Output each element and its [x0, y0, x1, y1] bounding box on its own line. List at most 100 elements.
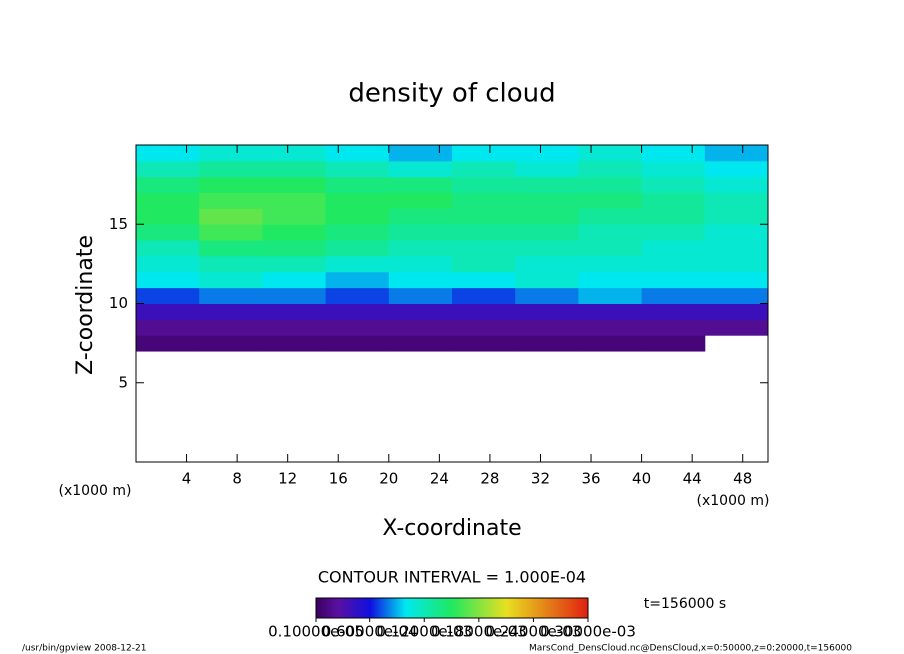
heatmap-cell — [515, 303, 579, 320]
heatmap-cell — [515, 160, 579, 178]
heatmap-cell — [641, 160, 706, 178]
colorbar-tick-label: 0.30000e-03 — [540, 623, 636, 641]
heatmap-cell — [388, 224, 453, 241]
heatmap-cell — [578, 145, 643, 162]
heatmap-cell — [452, 319, 516, 336]
y-tick-label: 15 — [109, 215, 128, 233]
heatmap-cell — [515, 255, 579, 273]
heatmap-cell — [515, 176, 579, 194]
heatmap-cell — [578, 255, 643, 273]
heatmap-cell — [641, 145, 706, 162]
heatmap-cell — [578, 303, 643, 320]
heatmap-cell — [641, 303, 706, 320]
heatmap-cell — [262, 208, 327, 225]
heatmap-cell — [136, 319, 200, 336]
heatmap-cell — [199, 287, 263, 304]
heatmap-cell — [704, 192, 769, 209]
heatmap-cell — [704, 145, 769, 162]
heatmap-cell — [262, 287, 327, 304]
heatmap-cell — [199, 224, 263, 241]
heatmap-cell — [136, 176, 200, 194]
heatmap-cell — [325, 145, 390, 162]
heatmap-cell — [641, 271, 706, 289]
heatmap-cell — [136, 335, 200, 352]
x-unit: (x1000 m) — [697, 493, 770, 509]
heatmap-cell — [641, 335, 706, 352]
heatmap-cell — [452, 271, 516, 289]
heatmap-cell — [452, 255, 516, 273]
heatmap-cell — [325, 224, 390, 241]
heatmap-cell — [388, 319, 453, 336]
heatmap-cell — [704, 255, 769, 273]
heatmap-cell — [452, 303, 516, 320]
heatmap-cell — [641, 319, 706, 336]
heatmap-cell — [578, 192, 643, 209]
x-tick-label: 32 — [531, 470, 550, 488]
heatmap-cell — [136, 240, 200, 257]
heatmap-cell — [704, 303, 769, 320]
heatmap-cell — [325, 271, 390, 289]
heatmap-cell — [578, 176, 643, 194]
heatmap-cell — [641, 224, 706, 241]
heatmap-cell — [262, 319, 327, 336]
heatmap-cell — [325, 160, 390, 178]
heatmap-cell — [325, 192, 390, 209]
heatmap-cell — [325, 303, 390, 320]
heatmap-cell — [199, 271, 263, 289]
heatmap-cell — [388, 208, 453, 225]
heatmap-cell — [199, 240, 263, 257]
heatmap-cell — [578, 224, 643, 241]
chart-title: density of cloud — [348, 79, 555, 109]
heatmap-cell — [199, 208, 263, 225]
heatmap-cell — [199, 335, 263, 352]
y-tick-label: 5 — [118, 373, 128, 391]
heatmap-cell — [262, 303, 327, 320]
x-tick-label: 40 — [632, 470, 651, 488]
heatmap-cell — [578, 160, 643, 178]
heatmap-cell — [262, 240, 327, 257]
heatmap-cell — [136, 224, 200, 241]
heatmap-cell — [704, 224, 769, 241]
heatmap-cell — [199, 255, 263, 273]
heatmap-cell — [262, 145, 327, 162]
heatmap-cell — [388, 192, 453, 209]
heatmap-cell — [515, 319, 579, 336]
heatmap-cell — [325, 319, 390, 336]
heatmap-cell — [136, 192, 200, 209]
heatmap-cell — [704, 208, 769, 225]
colorbar-tick-label: 0.10000e-05 — [268, 623, 364, 641]
heatmap-cell — [641, 287, 706, 304]
heatmap-cell — [262, 255, 327, 273]
heatmap-cell — [136, 145, 200, 162]
x-tick-label: 4 — [182, 470, 192, 488]
x-tick-label: 12 — [278, 470, 297, 488]
heatmap-cell — [704, 176, 769, 194]
heatmap-cell — [641, 255, 706, 273]
heatmap-cell — [136, 303, 200, 320]
time-note: t=156000 s — [644, 596, 726, 612]
heatmap-cell — [515, 192, 579, 209]
heatmap-cell — [325, 176, 390, 194]
heatmap-cell — [641, 240, 706, 257]
x-tick-label: 16 — [329, 470, 348, 488]
heatmap-cell — [325, 287, 390, 304]
heatmap-cell — [388, 303, 453, 320]
x-tick-label: 28 — [480, 470, 499, 488]
heatmap-cell — [515, 145, 579, 162]
heatmap-cell — [325, 255, 390, 273]
heatmap-cell — [515, 271, 579, 289]
y-unit: (x1000 m) — [59, 483, 132, 499]
colorbar-tick-label: 0.18000e-03 — [431, 623, 527, 641]
heatmap-cell — [704, 319, 769, 336]
heatmap-cell — [136, 271, 200, 289]
heatmap-cell — [136, 255, 200, 273]
heatmap-cell — [578, 335, 643, 352]
heatmap-cell — [199, 319, 263, 336]
heatmap-cell — [452, 240, 516, 257]
heatmap-cell — [262, 224, 327, 241]
heatmap-cell — [388, 145, 453, 162]
heatmap-cell — [388, 176, 453, 194]
heatmap-cell — [515, 240, 579, 257]
x-tick-label: 20 — [379, 470, 398, 488]
